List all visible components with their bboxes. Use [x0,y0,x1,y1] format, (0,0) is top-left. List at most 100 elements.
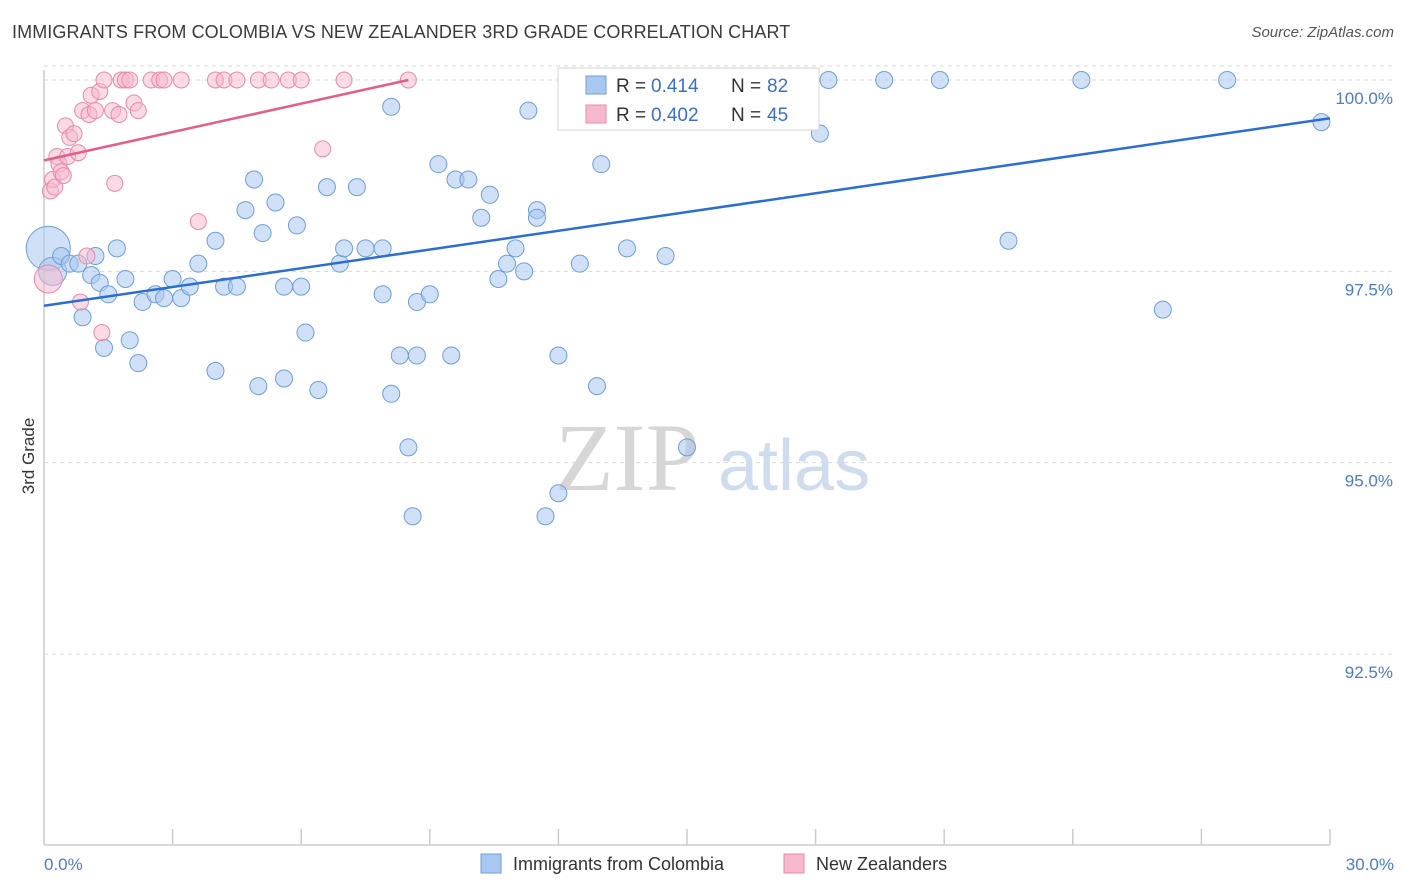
point-newzealand-18 [86,102,104,120]
legend-r-value-1: 0.414 [651,76,699,97]
point-newzealand-11 [65,125,83,143]
y-axis-title: 3rd Grade [19,418,38,495]
point-colombia-18 [206,231,225,250]
legend-n-label-1: N = [731,76,761,97]
point-colombia-50 [506,239,525,258]
point-colombia-78 [999,231,1018,250]
trend-line-colombia [43,117,1331,308]
watermark-zip: ZIP [555,404,699,511]
point-colombia-13 [155,289,174,308]
chart-source: Source: ZipAtlas.com [1251,24,1394,41]
point-colombia-59 [120,331,139,350]
point-newzealand-42 [314,140,332,158]
point-colombia-7 [73,308,92,327]
y-tick-label-0: 92.5% [1345,663,1393,682]
x-tick-label-max: 30.0% [1346,855,1394,874]
point-colombia-73 [678,438,696,457]
point-newzealand-20 [93,324,111,342]
point-colombia-43 [442,346,461,365]
point-colombia-32 [347,178,366,197]
point-colombia-71 [617,239,636,258]
point-newzealand-39 [262,71,280,89]
point-colombia-54 [527,208,546,227]
point-newzealand-23 [106,174,124,192]
point-newzealand-27 [121,71,139,89]
y-tick-label-2: 97.5% [1345,280,1393,299]
legend-r-value-2: 0.402 [651,105,699,126]
point-colombia-25 [287,216,306,235]
point-colombia-64 [309,380,328,399]
point-colombia-22 [245,170,264,189]
point-colombia-75 [819,71,838,89]
legend-r-label-1: R = [616,76,646,97]
point-colombia-33 [356,239,375,258]
point-colombia-60 [129,354,148,373]
point-newzealand-34 [189,213,207,231]
legend-n-value-1: 82 [767,76,788,97]
point-colombia-58 [95,338,114,357]
point-colombia-47 [480,185,499,204]
trend-line-newzealand [43,78,409,162]
point-colombia-20 [227,277,246,296]
point-newzealand-24 [110,105,128,123]
point-colombia-76 [875,71,894,89]
point-colombia-46 [472,208,491,227]
point-colombia-65 [382,384,401,403]
legend-n-value-2: 45 [767,105,788,126]
point-colombia-80 [1153,300,1172,319]
series-newzealand-points [33,71,417,342]
point-colombia-52 [519,101,538,120]
point-colombia-24 [266,193,285,212]
point-colombia-17 [189,254,208,273]
point-newzealand-21 [95,71,113,89]
point-colombia-70 [592,155,611,174]
point-colombia-45 [459,170,478,189]
point-colombia-37 [390,346,409,365]
point-colombia-28 [296,323,315,342]
point-newzealand-15 [78,247,96,265]
bottom-legend-swatch-newzealand [783,853,805,874]
point-colombia-31 [335,239,354,258]
point-newzealand-0 [33,264,63,294]
legend-n-label-2: N = [731,105,761,126]
point-colombia-67 [549,346,568,365]
point-colombia-66 [403,507,422,526]
y-tick-label-3: 100.0% [1335,89,1393,108]
point-colombia-35 [373,285,392,304]
point-colombia-29 [317,178,336,197]
point-newzealand-32 [155,71,173,89]
point-colombia-72 [656,247,675,266]
point-colombia-26 [275,277,294,296]
point-newzealand-43 [335,71,353,89]
point-colombia-56 [536,507,555,526]
point-colombia-68 [570,254,589,273]
point-colombia-77 [930,71,949,89]
point-colombia-27 [292,277,311,296]
point-colombia-51 [515,262,534,281]
legend-r-label-2: R = [616,105,646,126]
point-colombia-39 [407,346,426,365]
point-colombia-69 [587,377,606,396]
point-newzealand-41 [292,71,310,89]
y-tick-label-1: 95.0% [1345,472,1393,491]
watermark-atlas: atlas [718,426,870,506]
point-colombia-82 [1312,113,1331,132]
y-tick-labels: 92.5% 95.0% 97.5% 100.0% [1335,89,1393,682]
point-colombia-49 [497,254,516,273]
bottom-legend-label-colombia: Immigrants from Colombia [513,854,725,874]
point-colombia-38 [399,438,418,457]
chart-title: IMMIGRANTS FROM COLOMBIA VS NEW ZEALANDE… [12,22,791,42]
grid-lines [44,65,1394,655]
point-colombia-48 [489,269,508,288]
x-axis-ticks [171,829,1331,845]
point-colombia-42 [429,155,448,174]
point-colombia-36 [382,97,401,116]
legend-box: R = 0.414 N = 82 R = 0.402 N = 45 [557,67,820,131]
bottom-legend: Immigrants from Colombia New Zealanders [480,853,947,874]
point-colombia-9 [116,269,135,288]
point-colombia-21 [236,201,255,220]
point-colombia-41 [420,285,439,304]
legend-swatch-newzealand [585,104,607,124]
point-colombia-63 [275,369,294,388]
